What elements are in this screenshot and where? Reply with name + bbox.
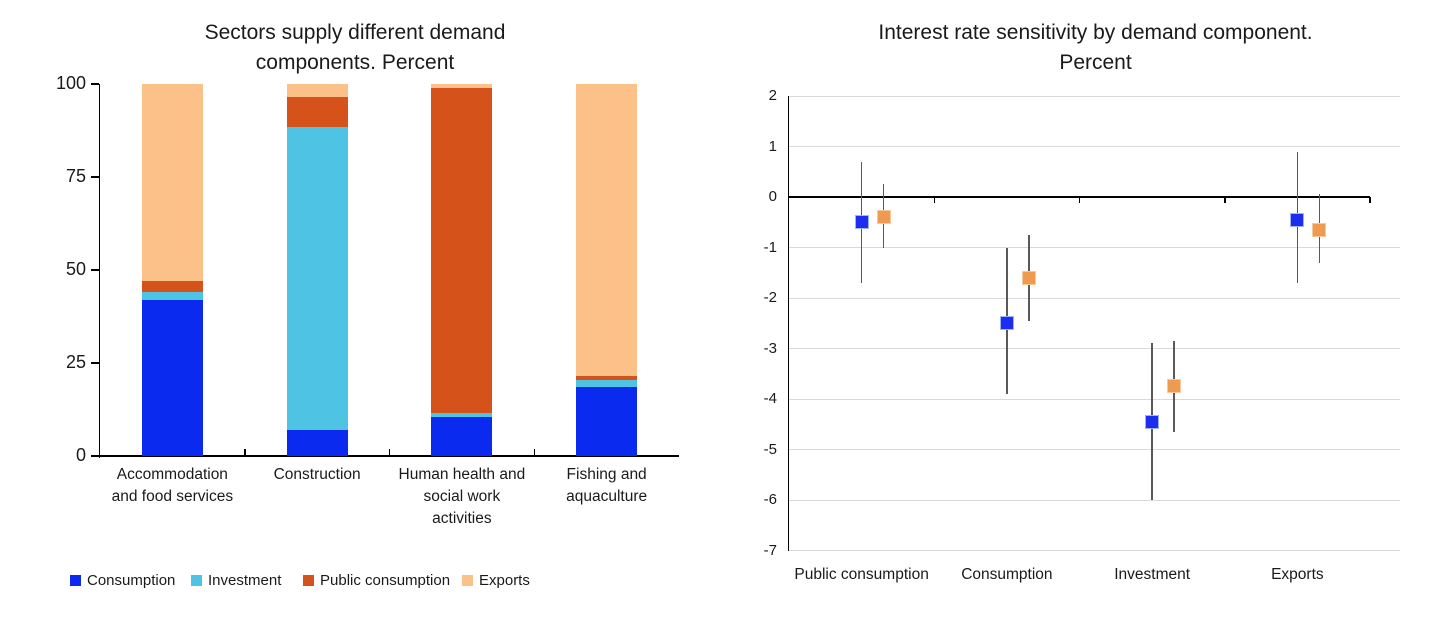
y-axis-line (98, 84, 100, 458)
bar-segment (576, 84, 638, 377)
h-gridline (789, 550, 1400, 551)
bar-segment (576, 379, 638, 388)
data-point-marker (999, 316, 1014, 331)
h-gridline (789, 398, 1400, 400)
category-label-line: and food services (111, 488, 234, 505)
category-label: Investment (1114, 565, 1191, 583)
h-gridline (789, 348, 1400, 349)
data-point-marker (854, 215, 869, 230)
data-point-marker (876, 210, 891, 225)
y-axis-tick-label: 75 (65, 166, 86, 186)
legend-item: Investment (191, 571, 282, 589)
legend-label: Consumption (87, 571, 176, 589)
y-axis-tick-label: 1 (768, 137, 777, 155)
stacked-bar-chart-title: Sectors supply different demand componen… (30, 18, 680, 78)
bar-segment (576, 387, 638, 456)
bar-segment (576, 376, 638, 380)
chart-title-line: components. Percent (255, 51, 455, 74)
bar-segment (286, 126, 348, 430)
y-axis-tick (90, 83, 99, 85)
y-axis-tick-label: -6 (763, 491, 777, 508)
bar-segment (141, 299, 203, 456)
category-label-line: activities (432, 510, 492, 527)
category-label-line: Construction (273, 466, 361, 483)
y-axis-tick (90, 455, 99, 457)
y-axis-tick-label: -1 (763, 238, 777, 256)
x-axis-tick (533, 449, 535, 455)
h-gridline (789, 297, 1400, 299)
category-label: Human health and social work activities (382, 464, 542, 530)
x-axis-tick (388, 449, 391, 455)
category-label-line: Human health and (398, 466, 526, 483)
data-point-marker (1145, 414, 1160, 429)
category-label: Exports (1271, 565, 1324, 583)
x-axis-tick (1369, 197, 1371, 203)
chart-title-line: Percent (1059, 51, 1132, 74)
bar-segment (431, 87, 493, 414)
x-axis-tick (1078, 197, 1081, 203)
y-axis-tick-label: -7 (763, 541, 777, 559)
category-label: Consumption (961, 565, 1053, 583)
data-point-marker (1167, 379, 1182, 394)
chart-title-line: Interest rate sensitivity by demand comp… (878, 21, 1313, 44)
category-label-line: Fishing and (566, 466, 647, 483)
chart-title-line: Sectors supply different demand (204, 21, 506, 44)
h-gridline (789, 499, 1400, 501)
legend-item: Public consumption (303, 571, 451, 589)
y-axis-tick-label: -5 (763, 440, 777, 458)
y-axis-tick (90, 362, 99, 364)
x-axis-tick (933, 197, 935, 203)
legend-label: Investment (208, 571, 282, 589)
data-point-marker (1312, 222, 1327, 237)
legend-label: Public consumption (320, 571, 451, 589)
bar-segment (141, 292, 203, 300)
y-axis-tick-label: 0 (768, 188, 777, 205)
bar-segment (141, 281, 203, 293)
data-point-marker (1290, 212, 1305, 227)
bar-segment (431, 413, 493, 417)
legend-label: Exports (479, 571, 530, 589)
y-axis-tick-label: 0 (75, 445, 86, 465)
category-label: Accommodation and food services (92, 464, 252, 508)
h-gridline (789, 95, 1400, 97)
scatter-chart-title: Interest rate sensitivity by demand comp… (790, 18, 1401, 78)
category-label-line: social work (423, 488, 501, 505)
category-label: Public consumption (794, 565, 929, 583)
x-axis-line (98, 455, 679, 457)
y-axis-tick-label: 2 (768, 87, 777, 104)
x-axis-tick (244, 449, 246, 455)
legend-swatch-icon (462, 574, 473, 586)
y-axis-tick-label: 50 (65, 259, 86, 279)
x-axis-tick (1224, 197, 1226, 203)
y-axis-tick (90, 176, 99, 178)
category-label-line: aquaculture (566, 488, 648, 505)
data-point-marker (1021, 270, 1036, 285)
y-axis-tick-label: 25 (65, 352, 86, 372)
legend-swatch-icon (70, 574, 81, 586)
legend-item: Consumption (70, 571, 176, 589)
legend-item: Exports (462, 571, 530, 589)
category-label: Fishing and aquaculture (527, 464, 687, 508)
y-axis-tick-label: -3 (763, 339, 777, 357)
bar-segment (431, 84, 493, 88)
y-axis-tick-label: 100 (55, 73, 86, 93)
h-gridline (789, 146, 1400, 147)
y-axis-tick (90, 269, 99, 271)
category-label-line: Accommodation (116, 466, 228, 483)
bar-segment (286, 97, 348, 127)
legend-swatch-icon (191, 574, 202, 586)
h-gridline (789, 247, 1400, 248)
y-axis-tick-label: -4 (763, 390, 777, 407)
h-gridline (789, 449, 1400, 450)
bar-segment (286, 84, 348, 98)
bar-segment (431, 416, 493, 456)
y-axis-line (787, 96, 789, 551)
bar-segment (141, 84, 203, 282)
y-axis-tick-label: -2 (763, 289, 777, 306)
legend-swatch-icon (303, 574, 314, 586)
category-label: Construction (237, 464, 397, 486)
bar-segment (286, 429, 348, 456)
